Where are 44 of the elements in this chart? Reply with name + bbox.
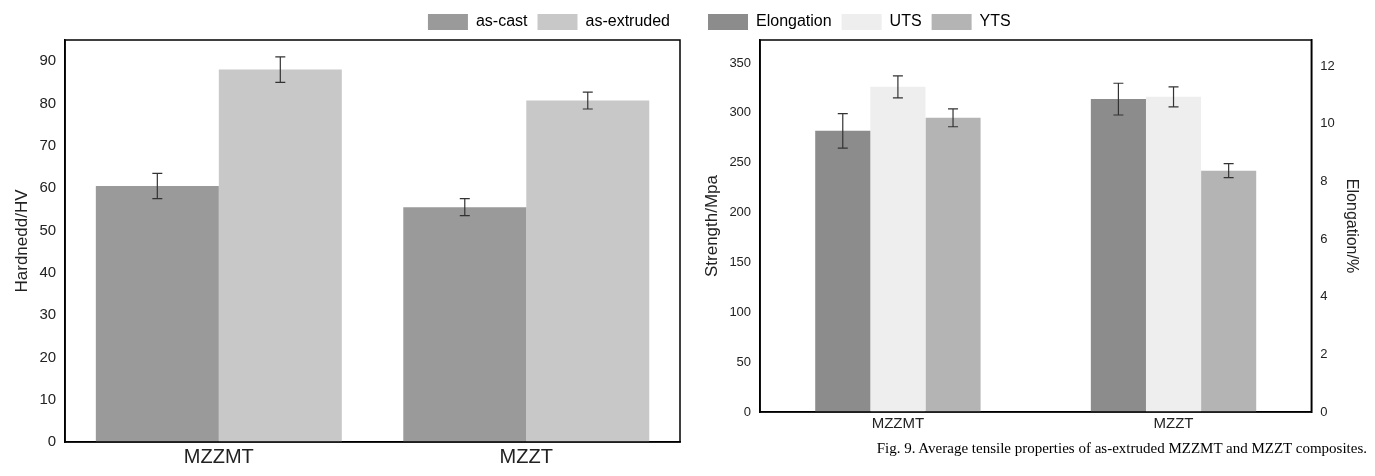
y2-tick-label: 8 <box>1320 172 1328 188</box>
y-tick-label: 20 <box>39 347 57 365</box>
bar <box>1201 170 1257 412</box>
y-tick-label: 0 <box>47 432 57 450</box>
y-tick-label: 50 <box>736 353 752 369</box>
y-tick-label: 90 <box>39 51 57 69</box>
y2-tick-label: 10 <box>1320 115 1335 131</box>
bar <box>526 100 650 442</box>
y-axis-title: Hardnedd/HV <box>11 188 31 293</box>
legend-label: as-extruded <box>585 12 671 30</box>
y-tick-label: 30 <box>39 305 57 323</box>
y-tick-label: 200 <box>729 204 752 220</box>
y-tick-label: 300 <box>729 104 752 120</box>
legend-label: Elongation <box>756 12 832 30</box>
y-tick-label: 70 <box>39 135 57 153</box>
bar <box>218 69 342 442</box>
bar <box>403 207 527 442</box>
y-tick-label: 150 <box>729 253 752 269</box>
legend-label: YTS <box>979 12 1011 30</box>
legend-label: as-cast <box>475 12 529 30</box>
bar <box>925 117 981 412</box>
y-tick-label: 250 <box>729 154 752 170</box>
y-tick-label: 50 <box>39 220 57 238</box>
y2-tick-label: 4 <box>1320 288 1328 304</box>
bar <box>95 185 219 442</box>
y2-tick-label: 2 <box>1320 345 1328 361</box>
x-tick-label: MZZT <box>1153 414 1194 432</box>
y2-tick-label: 12 <box>1320 57 1335 73</box>
y2-tick-label: 6 <box>1320 230 1328 246</box>
y-tick-label: 10 <box>39 389 57 407</box>
x-tick-label: MZZMT <box>183 444 254 467</box>
y-tick-label: 100 <box>729 303 752 319</box>
y-tick-label: 40 <box>39 262 57 280</box>
legend-label: UTS <box>889 12 922 30</box>
y-tick-label: 60 <box>39 178 57 196</box>
y2-tick-label: 0 <box>1320 403 1328 419</box>
x-tick-label: MZZT <box>499 444 553 467</box>
x-tick-label: MZZMT <box>871 414 925 432</box>
y-axis-title: Strength/Mpa <box>701 174 721 278</box>
y-tick-label: 0 <box>743 403 752 419</box>
caption: Fig. 9. Average tensile properties of as-extruded MZZMT and MZZT composites. <box>875 440 1368 457</box>
y-tick-label: 350 <box>729 54 752 70</box>
y-tick-label: 80 <box>39 93 57 111</box>
y2-axis-title: Elongation/% <box>1343 178 1361 274</box>
